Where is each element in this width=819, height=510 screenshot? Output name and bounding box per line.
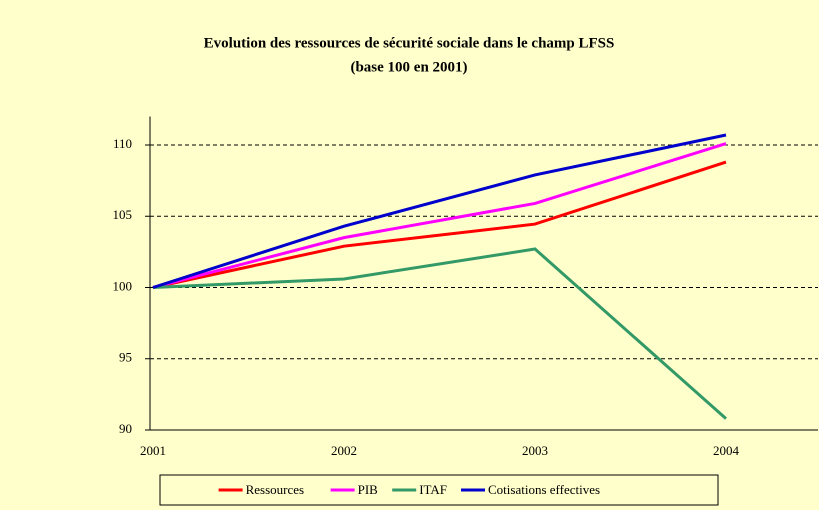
legend-label: Ressources (246, 482, 305, 497)
x-tick-label: 2002 (331, 443, 357, 458)
legend-label: ITAF (419, 482, 447, 497)
legend-label: PIB (358, 482, 379, 497)
series-line (152, 160, 727, 289)
y-tick-label: 110 (113, 136, 132, 151)
y-tick-label: 105 (113, 207, 133, 222)
series-line (152, 133, 727, 289)
y-tick-label: 90 (119, 421, 132, 436)
x-tick-label: 2004 (713, 443, 740, 458)
series-line (152, 247, 727, 420)
x-tick-label: 2001 (140, 443, 166, 458)
chart-title: Evolution des ressources de sécurité soc… (204, 35, 615, 51)
legend-label: Cotisations effectives (488, 482, 600, 497)
y-tick-label: 100 (113, 278, 133, 293)
legend: Ressources PIB ITAF Cotisations effectives (159, 474, 719, 506)
chart-subtitle: (base 100 en 2001) (350, 59, 467, 75)
series-line (152, 142, 727, 289)
x-tick-label: 2003 (522, 443, 548, 458)
legend-box (159, 474, 719, 506)
y-tick-label: 95 (119, 350, 132, 365)
